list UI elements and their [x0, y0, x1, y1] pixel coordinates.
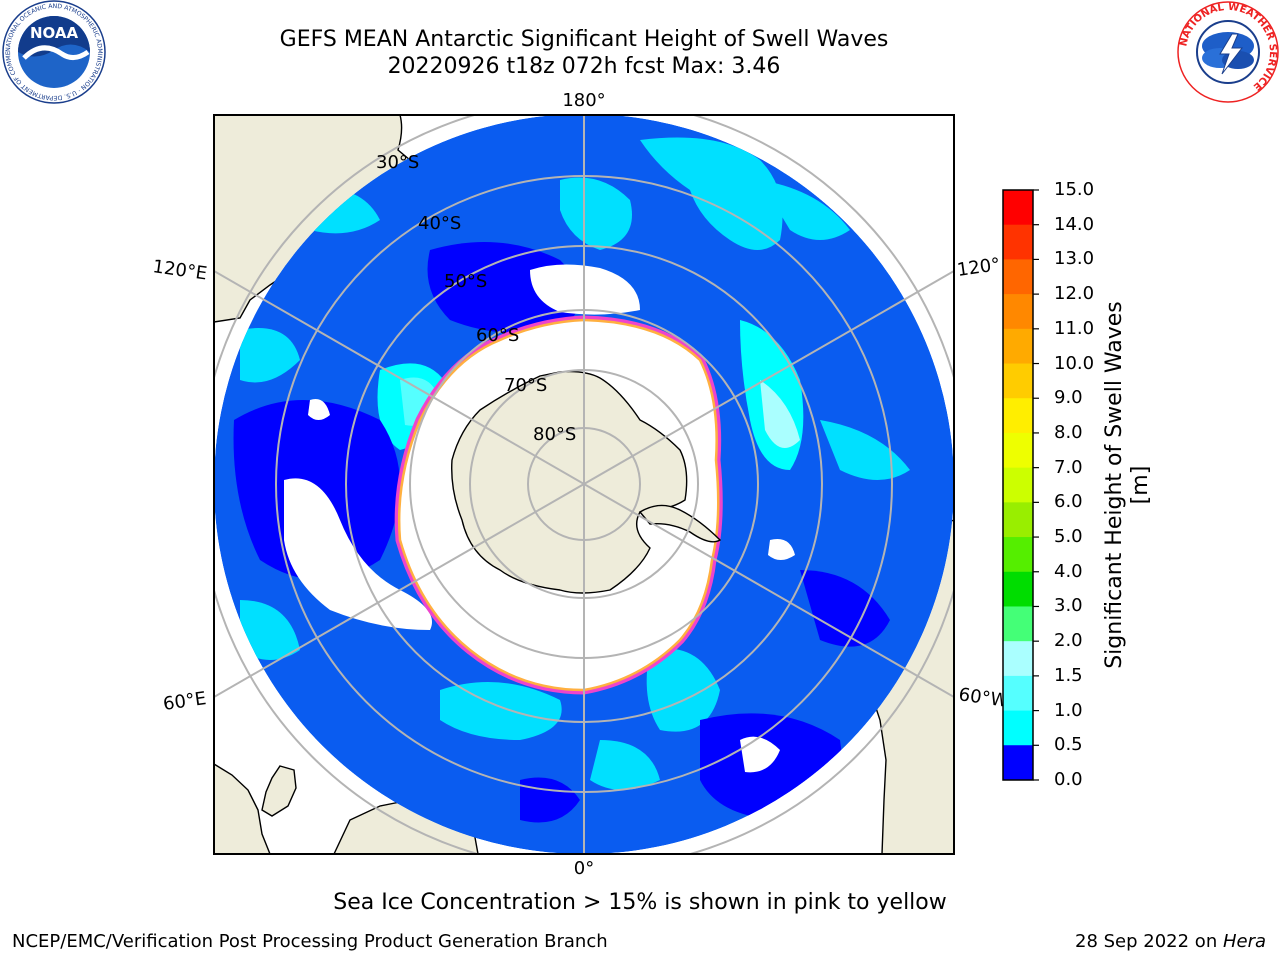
- footer-date: 28 Sep 2022 on Hera: [1075, 931, 1266, 952]
- colorbar-tick-label: 0.0: [1054, 769, 1083, 790]
- colorbar-tick-label: 0.5: [1054, 734, 1083, 756]
- latitude-labels: 30°S 40°S 50°S 60°S 70°S 80°S: [376, 152, 576, 445]
- colorbar-segment: [1003, 537, 1033, 573]
- colorbar-segment: [1003, 710, 1033, 746]
- noaa-logo-text: NOAA: [30, 24, 79, 42]
- colorbar-segment: [1003, 675, 1033, 712]
- antarctica: [451, 370, 688, 594]
- colorbar-segment: [1003, 502, 1033, 538]
- colorbar-label: Significant Height of Swell Waves [m]: [1102, 301, 1153, 669]
- colorbar-segment: [1003, 363, 1033, 399]
- lon-label-120e: 120°E: [151, 256, 208, 284]
- colorbar-tick-label: 14.0: [1054, 213, 1095, 235]
- colorbar-segment: [1003, 571, 1033, 607]
- lon-label-180: 180°: [562, 90, 605, 111]
- colorbar-tick-label: 9.0: [1054, 387, 1083, 409]
- colorbar-tick-label: 12.0: [1054, 283, 1095, 305]
- colorbar: [1002, 189, 1039, 781]
- colorbar-segment: [1003, 328, 1033, 365]
- colorbar-segment: [1003, 190, 1033, 226]
- lon-label-120w: 120°: [956, 254, 1002, 281]
- lat-label-40s: 40°S: [418, 213, 461, 234]
- colorbar-tick-label: 13.0: [1054, 248, 1095, 270]
- noaa-logo: NATIONAL OCEANIC AND ATMOSPHERIC ADMINIS…: [2, 0, 106, 104]
- colorbar-tick-label: 1.5: [1054, 664, 1083, 686]
- colorbar-segment: [1003, 641, 1033, 677]
- lon-label-60e: 60°E: [162, 688, 208, 715]
- colorbar-segment: [1003, 467, 1033, 503]
- colorbar-tick-label: 3.0: [1054, 595, 1083, 617]
- lon-label-0: 0°: [574, 858, 594, 879]
- colorbar-segment: [1003, 745, 1033, 780]
- colorbar-tick-label: 10.0: [1054, 352, 1095, 374]
- colorbar-segment: [1003, 606, 1033, 642]
- map-frame: [213, 114, 955, 855]
- colorbar-segment: [1003, 398, 1033, 434]
- lat-label-60s: 60°S: [476, 325, 519, 346]
- colorbar-tick-label: 1.0: [1054, 699, 1083, 721]
- colorbar-tick-label: 7.0: [1054, 456, 1083, 478]
- chart-title: GEFS MEAN Antarctic Significant Height o…: [279, 27, 889, 52]
- graticule: [214, 115, 954, 854]
- colorbar-tick-label: 11.0: [1054, 317, 1095, 339]
- colorbar-tick-label: 8.0: [1054, 421, 1083, 443]
- colorbar-tick-label: 5.0: [1054, 526, 1083, 548]
- footer-host: Hera: [1222, 931, 1266, 952]
- colorbar-tick-label: 2.0: [1054, 630, 1083, 652]
- lon-label-60w: 60°W: [957, 684, 1009, 712]
- colorbar-segment: [1003, 432, 1033, 469]
- lat-label-80s: 80°S: [533, 424, 576, 445]
- colorbar-tick-label: 4.0: [1054, 560, 1083, 582]
- colorbar-tick-label: 6.0: [1054, 491, 1083, 513]
- colorbar-segment: [1003, 224, 1033, 260]
- colorbar-segment: [1003, 259, 1033, 295]
- colorbar-frame: [1002, 189, 1034, 781]
- footer-date-text: 28 Sep 2022 on: [1075, 931, 1223, 952]
- footer-credit: NCEP/EMC/Verification Post Processing Pr…: [12, 931, 608, 952]
- nws-logo: NATIONAL WEATHER SERVICE: [1177, 1, 1279, 103]
- lat-label-70s: 70°S: [504, 375, 547, 396]
- lat-label-30s: 30°S: [376, 152, 419, 173]
- sea-ice-note: Sea Ice Concentration > 15% is shown in …: [333, 890, 947, 915]
- colorbar-segment: [1003, 294, 1033, 330]
- lat-label-50s: 50°S: [444, 271, 487, 292]
- colorbar-tick-label: 15.0: [1054, 179, 1095, 200]
- longitude-labels: 180° 0° 120°E 120° 60°E 60°W: [151, 90, 1009, 879]
- chart-subtitle: 20220926 t18z 072h fcst Max: 3.46: [387, 54, 781, 79]
